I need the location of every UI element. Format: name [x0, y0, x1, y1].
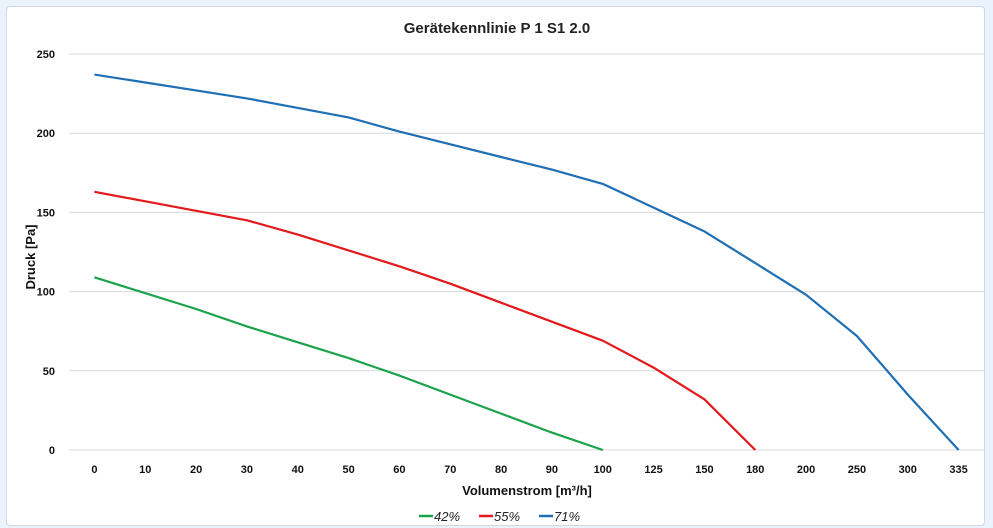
- x-tick-label: 300: [899, 464, 917, 476]
- y-tick-label: 50: [43, 366, 55, 378]
- x-tick-label: 30: [241, 464, 253, 476]
- y-tick-label: 200: [37, 128, 55, 140]
- x-tick-label: 180: [746, 464, 764, 476]
- x-tick-label: 50: [342, 464, 354, 476]
- x-tick-label: 60: [393, 464, 405, 476]
- x-axis-label: Volumenstrom [m³/h]: [462, 483, 592, 498]
- y-axis-ticks: 0 50 100 150 200 250: [37, 49, 55, 457]
- legend-label: 55%: [494, 509, 520, 524]
- legend-label: 71%: [554, 509, 580, 524]
- chart-frame: Gerätekennlinie P 1 S1 2.0 0 50 100 150 200 2…: [6, 6, 985, 526]
- x-tick-label: 100: [594, 464, 612, 476]
- y-tick-label: 100: [37, 287, 55, 299]
- series-line-42pct: [94, 276, 604, 452]
- series-line-55pct: [94, 190, 757, 451]
- y-tick-label: 250: [37, 49, 55, 61]
- x-tick-label: 0: [91, 464, 97, 476]
- x-tick-label: 20: [190, 464, 202, 476]
- pressure-curve-chart: Gerätekennlinie P 1 S1 2.0 0501001502002…: [23, 20, 984, 524]
- y-tick-label: 150: [37, 207, 55, 219]
- x-tick-label: 250: [848, 464, 866, 476]
- x-tick-label: 10: [139, 464, 151, 476]
- x-tick-label: 335: [949, 464, 967, 476]
- x-axis-ticks: 0 10 20 30 40 50 60 70 80 90 100 125 150 180 200 250 300…: [91, 464, 967, 476]
- x-tick-label: 40: [292, 464, 304, 476]
- y-tick-label: 0: [49, 445, 55, 457]
- series-layer: [94, 73, 960, 452]
- x-tick-label: 80: [495, 464, 507, 476]
- x-tick-label: 70: [444, 464, 456, 476]
- legend: 42% 55% 71%: [419, 509, 580, 524]
- series-line-71pct: [94, 73, 960, 451]
- chart-title: Gerätekennlinie P 1 S1 2.0: [404, 20, 591, 37]
- x-tick-label: 200: [797, 464, 815, 476]
- legend-label: 42%: [434, 509, 460, 524]
- y-axis-label: Druck [Pa]: [23, 224, 38, 289]
- grid-layer: [69, 53, 984, 451]
- x-tick-label: 90: [546, 464, 558, 476]
- x-tick-label: 150: [695, 464, 713, 476]
- x-tick-label: 125: [644, 464, 662, 476]
